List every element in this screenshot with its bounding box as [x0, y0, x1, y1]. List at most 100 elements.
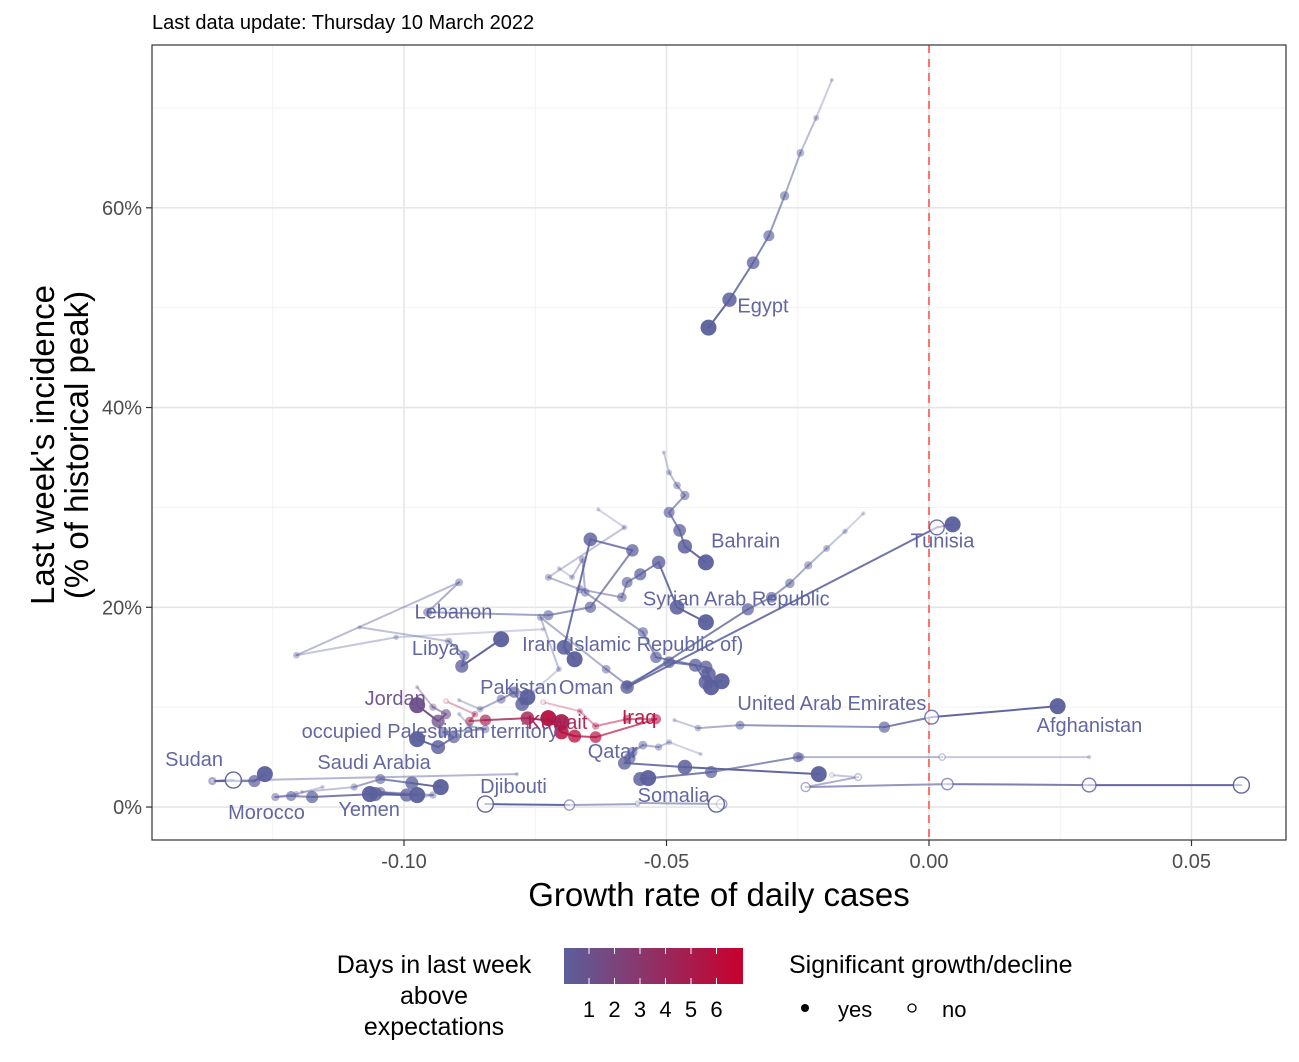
- trail-point: [766, 591, 777, 603]
- trail-point: [429, 703, 437, 711]
- trail-segment: [799, 116, 818, 154]
- trail-point: [555, 666, 562, 673]
- y-axis-title-line-1: Last week's incidence: [24, 285, 61, 605]
- trail-point-open: [476, 795, 495, 813]
- trail-point: [785, 578, 795, 589]
- trail-segment: [825, 530, 846, 550]
- trail-point: [432, 779, 449, 796]
- trail-point-open: [1232, 776, 1251, 794]
- legend-yes-label: yes: [838, 997, 872, 1022]
- trail-lebanon: [293, 532, 639, 668]
- country-label: Kuwait: [527, 712, 587, 734]
- x-axis-tick-label: 0.05: [1172, 851, 1211, 873]
- trail-point: [746, 256, 760, 270]
- trail-segment: [594, 718, 629, 728]
- trail-segment: [668, 741, 702, 756]
- trail-point: [650, 714, 662, 725]
- country-label: Pakistan: [480, 677, 557, 699]
- trail-point: [638, 740, 648, 750]
- trail-segment: [844, 512, 865, 533]
- trail-segment: [571, 558, 584, 579]
- trail-point: [878, 721, 891, 733]
- trail-point: [496, 694, 506, 704]
- trail-point: [459, 650, 470, 661]
- panel-border: [151, 44, 1287, 841]
- trail-point: [666, 469, 673, 476]
- trail-point-open: [634, 800, 641, 806]
- trail-point: [804, 561, 813, 570]
- trail-point: [481, 725, 490, 734]
- x-axis-tick-label: -0.10: [381, 851, 427, 873]
- country-label: Qatar: [588, 741, 638, 763]
- trail-segment: [636, 802, 723, 806]
- trail-point: [514, 771, 520, 777]
- trail-point: [476, 705, 484, 713]
- legend-color-title-line-3: expectations: [364, 1013, 504, 1041]
- trail-segment: [657, 741, 671, 749]
- trail-point: [596, 507, 601, 512]
- trail-segment: [597, 508, 626, 529]
- trail-point: [617, 592, 627, 603]
- trail-point: [634, 568, 647, 581]
- trail-point: [1049, 698, 1066, 715]
- trail-point: [429, 791, 437, 799]
- colorbar-tick-label: 2: [608, 997, 620, 1022]
- trail-point: [248, 775, 261, 788]
- legend-yes-marker: [801, 1004, 809, 1012]
- trail-point: [654, 743, 663, 751]
- trail-sudan: [208, 766, 520, 788]
- trail-segment: [767, 194, 786, 237]
- country-label: Oman: [559, 677, 613, 699]
- trail-point: [286, 790, 297, 802]
- trail-saudi-arabia: [299, 773, 449, 796]
- country-label: Yemen: [338, 799, 400, 821]
- trail-segment: [584, 591, 644, 634]
- trail-segment: [542, 701, 581, 713]
- legend-color-title-line-1: Days in last week: [337, 951, 532, 979]
- trail-point: [414, 684, 420, 690]
- trail-point-open: [854, 773, 863, 782]
- trail-point: [735, 720, 745, 730]
- trail-segment: [484, 803, 571, 807]
- trail-segment: [426, 581, 461, 614]
- trail-point: [698, 674, 714, 690]
- trail-point: [713, 673, 730, 690]
- trail-egypt: [700, 77, 835, 336]
- trail-point-open: [938, 753, 946, 761]
- trail-segment: [358, 626, 450, 643]
- trail-point: [320, 784, 325, 790]
- trail-occupied-palestinian-territory: [409, 711, 490, 755]
- country-label: Tunisia: [911, 530, 976, 552]
- trail-point: [568, 729, 582, 743]
- trail-point: [650, 651, 662, 664]
- trail-point: [540, 710, 557, 727]
- trail-segment: [578, 710, 597, 728]
- trail-segment: [442, 728, 487, 734]
- trail-point: [409, 697, 426, 714]
- trail-point: [350, 783, 358, 791]
- trail-point: [536, 613, 545, 621]
- trail-point: [493, 631, 510, 648]
- trail-point: [566, 651, 583, 668]
- country-label: Egypt: [737, 296, 789, 318]
- y-axis-tick-label: 40%: [102, 398, 142, 420]
- colorbar-tick-label: 1: [583, 997, 595, 1022]
- trail-point: [423, 607, 433, 617]
- trail-unlabeled-22: [800, 772, 1251, 794]
- trail-point: [375, 773, 386, 785]
- trail-segment: [300, 786, 356, 794]
- trail-unlabeled-23: [209, 771, 243, 789]
- country-label: Lebanon: [415, 601, 493, 623]
- trail-segment: [930, 705, 1059, 719]
- trail-point: [431, 740, 446, 755]
- trail-point: [661, 450, 667, 455]
- trail-point: [673, 524, 686, 537]
- trail-point: [626, 544, 639, 557]
- trail-segment: [458, 699, 482, 711]
- trail-somalia: [634, 795, 728, 813]
- legend-significance: Significant growth/decline yes no: [789, 951, 1073, 1022]
- trail-segment: [668, 471, 678, 487]
- trail-segment: [589, 549, 634, 609]
- trail-bahrain: [661, 450, 714, 571]
